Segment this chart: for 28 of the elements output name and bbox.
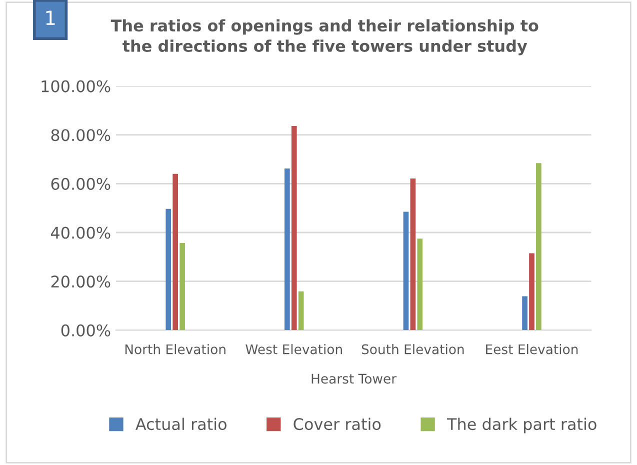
x-axis-title: Hearst Tower <box>312 374 397 384</box>
bar <box>166 208 172 330</box>
x-tick-label: Eest Elevation <box>486 344 578 354</box>
legend-label: The dark part ratio <box>446 418 596 434</box>
bar <box>298 291 304 330</box>
x-tick-label: South Elevation <box>362 344 464 354</box>
y-tick-label: 60.00% <box>51 178 110 190</box>
bar <box>180 242 185 330</box>
bar <box>172 174 178 330</box>
bar <box>410 178 416 330</box>
legend-label: Cover ratio <box>294 418 381 430</box>
bar <box>291 126 297 330</box>
y-tick-label: 20.00% <box>51 276 110 288</box>
y-tick-label: 100.00% <box>42 80 110 92</box>
chart-title: The ratios of openings and their relationship to the directions of the five towers under study <box>110 19 538 56</box>
bar <box>284 168 290 330</box>
y-tick-label: 80.00% <box>51 129 110 142</box>
text: 1 <box>46 10 55 25</box>
bar <box>536 163 542 330</box>
y-tick-label: 40.00% <box>50 226 110 239</box>
bar <box>529 253 534 330</box>
y-tick-label: 0.00% <box>61 324 110 336</box>
legend-label: Actual ratio <box>136 418 226 430</box>
bar <box>417 238 423 330</box>
bar <box>522 296 528 330</box>
x-tick-label: West Elevation <box>246 344 342 354</box>
bar <box>403 212 409 330</box>
x-tick-label: North Elevation <box>125 344 226 354</box>
